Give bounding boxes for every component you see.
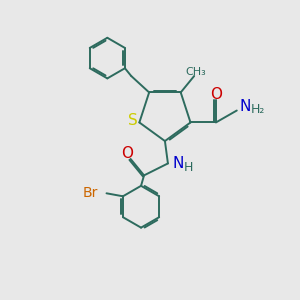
Text: N: N [239, 99, 251, 114]
Text: O: O [122, 146, 134, 161]
Text: Br: Br [83, 186, 98, 200]
Text: S: S [128, 113, 138, 128]
Text: H₂: H₂ [251, 103, 266, 116]
Text: CH₃: CH₃ [185, 68, 206, 77]
Text: H: H [183, 161, 193, 174]
Text: N: N [172, 156, 184, 171]
Text: O: O [210, 87, 222, 102]
